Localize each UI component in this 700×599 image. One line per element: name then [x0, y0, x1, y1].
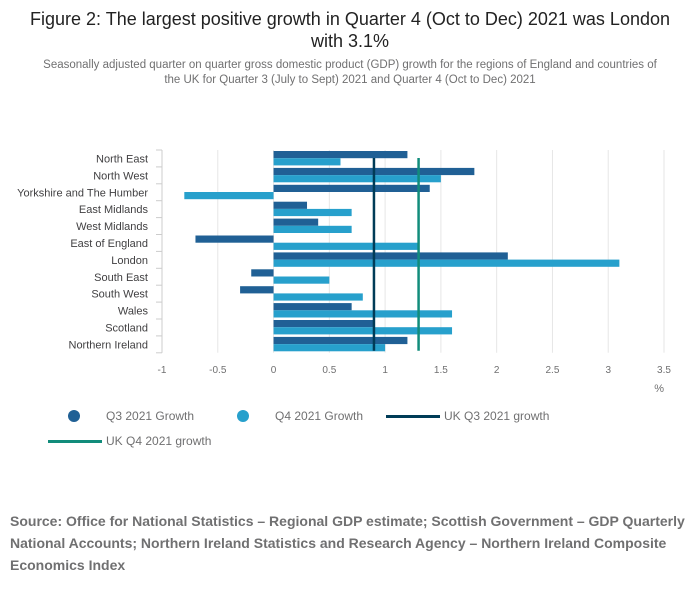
legend-q3-marker [68, 410, 80, 422]
category-label: East of England [70, 238, 148, 250]
q4-bar[interactable] [273, 225, 352, 233]
q4-bar[interactable] [273, 276, 330, 284]
q4-bar[interactable] [273, 344, 386, 352]
category-label: South West [91, 289, 148, 301]
category-label: London [111, 255, 148, 267]
gridlines [156, 149, 665, 354]
q3-bar[interactable] [273, 336, 408, 345]
legend-q4-label: Q4 2021 Growth [275, 409, 364, 423]
x-tick-label: 3.5 [657, 365, 671, 376]
x-tick-label: 0.5 [322, 365, 336, 376]
x-tick-label: 1.5 [434, 365, 448, 376]
x-tick-labels: -1 -0.5 0 0.5 1 1.5 2 2.5 3 3.5 [158, 365, 672, 376]
legend-q4-marker [237, 410, 249, 422]
category-label: North East [96, 153, 148, 165]
q4-bar[interactable] [273, 310, 453, 318]
q4-bar[interactable] [273, 259, 620, 267]
legend-item-q4[interactable]: Q4 2021 Growth [237, 409, 363, 423]
category-label: Wales [118, 306, 149, 318]
x-tick-label: 2 [494, 365, 500, 376]
legend-uk-q3-marker [386, 414, 440, 418]
q4-bar[interactable] [273, 242, 419, 250]
q3-bar[interactable] [273, 201, 308, 209]
category-label: North West [93, 170, 148, 182]
q3-bar[interactable] [195, 235, 274, 243]
x-tick-label: -1 [158, 365, 167, 376]
category-label: South East [94, 272, 148, 284]
source-note: Source: Office for National Statistics –… [10, 513, 685, 573]
x-tick-label: 2.5 [545, 365, 559, 376]
reference-lines [372, 158, 420, 351]
x-tick-label: 3 [605, 365, 611, 376]
q4-bar[interactable] [273, 208, 352, 217]
category-label: Yorkshire and The Humber [17, 187, 148, 199]
x-tick-label: -0.5 [209, 365, 227, 376]
category-label: East Midlands [79, 204, 149, 216]
q3-bar[interactable] [273, 151, 408, 159]
category-label: Scotland [105, 322, 148, 334]
q4-bar[interactable] [184, 192, 274, 200]
category-labels: North East North West Yorkshire and The Hu… [17, 153, 148, 351]
x-axis-unit: % [654, 383, 664, 395]
legend-item-uk-q4[interactable]: UK Q4 2021 growth [48, 434, 211, 448]
legend-uk-q4-marker [48, 439, 102, 443]
chart-subtitle: Seasonally adjusted quarter on quarter g… [43, 59, 657, 86]
bars [184, 151, 620, 352]
category-label: Northern Ireland [69, 339, 149, 351]
q3-bar[interactable] [273, 218, 319, 226]
q3-bar[interactable] [251, 269, 274, 277]
q3-bar[interactable] [273, 303, 352, 311]
q3-bar[interactable] [273, 320, 374, 328]
category-label: West Midlands [76, 221, 148, 233]
chart-title: Figure 2: The largest positive growth in… [30, 9, 670, 51]
q4-bar[interactable] [273, 327, 453, 335]
q3-bar[interactable] [273, 184, 430, 192]
legend-uk-q4-label: UK Q4 2021 growth [106, 434, 212, 448]
q4-bar[interactable] [273, 175, 441, 183]
q4-bar[interactable] [273, 293, 363, 301]
x-tick-label: 0 [271, 365, 277, 376]
x-tick-label: 1 [382, 365, 388, 376]
legend-uk-q3-label: UK Q3 2021 growth [444, 409, 550, 423]
legend-item-uk-q3[interactable]: UK Q3 2021 growth [386, 409, 549, 423]
q3-bar[interactable] [273, 252, 508, 260]
legend-item-q3[interactable]: Q3 2021 Growth [68, 409, 194, 423]
q4-bar[interactable] [273, 158, 341, 166]
bar-chart: North East North West Yorkshire and The Hu… [17, 149, 672, 395]
legend-q3-label: Q3 2021 Growth [106, 409, 195, 423]
q3-bar[interactable] [240, 286, 274, 294]
